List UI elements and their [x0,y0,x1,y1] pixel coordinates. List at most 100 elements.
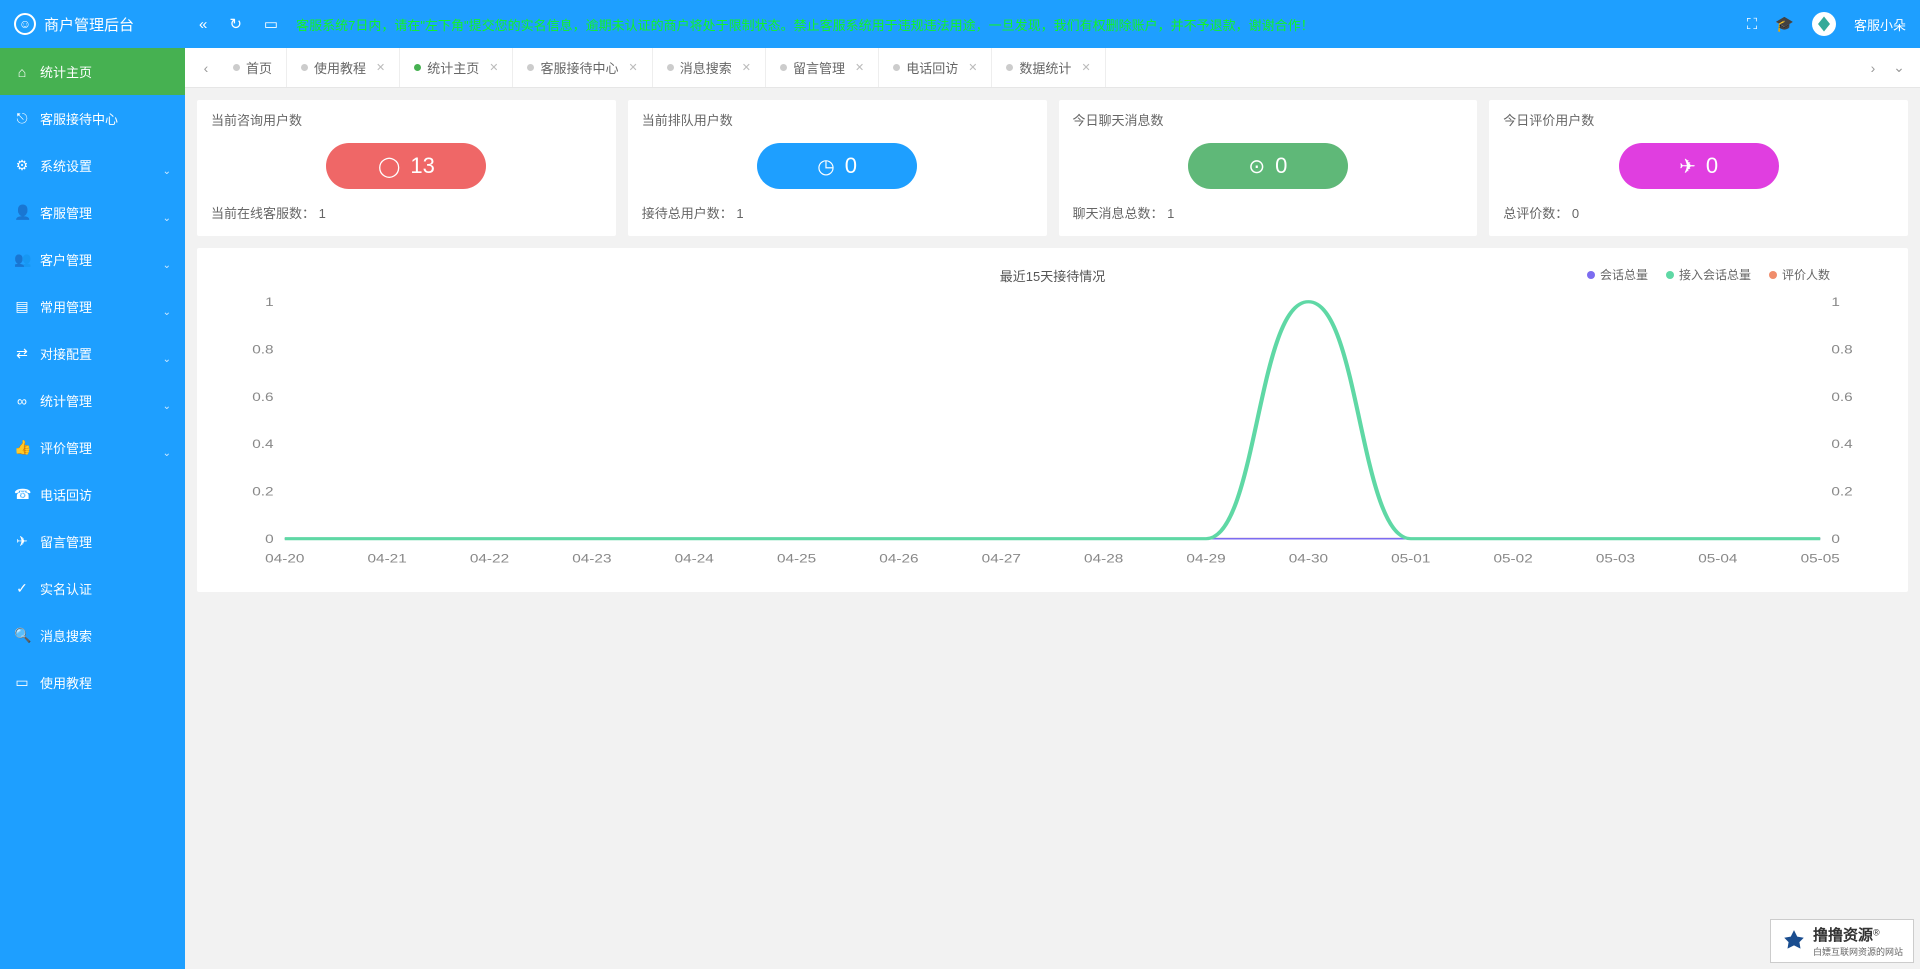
legend-item-2[interactable]: 评价人数 [1769,266,1830,283]
close-icon[interactable]: ✕ [629,61,638,74]
svg-text:04-24: 04-24 [675,552,715,565]
tab-4[interactable]: 消息搜索 ✕ [653,48,766,87]
collapse-icon[interactable]: « [199,16,207,33]
sidebar-item-1[interactable]: ⎋ 客服接待中心 [0,95,185,142]
nav-icon: 👥 [14,251,30,268]
help-icon[interactable]: 🎓 [1775,15,1794,33]
sidebar-item-11[interactable]: ✓ 实名认证 [0,565,185,612]
stat-card-3: 今日评价用户数 ✈ 0 总评价数： 0 [1489,100,1908,236]
nav-label: 评价管理 [40,438,92,457]
legend-dot-icon [1666,271,1674,279]
tab-dot-icon [414,64,421,71]
nav-label: 统计主页 [40,62,92,81]
tab-next-icon[interactable]: › [1860,60,1886,76]
card-title: 今日评价用户数 [1503,110,1894,129]
close-icon[interactable]: ✕ [489,61,498,74]
tab-7[interactable]: 数据统计 ✕ [992,48,1105,87]
card-value: 0 [845,153,857,179]
watermark: 撸撸资源® 白嫖互联网资源的网站 [1770,919,1914,963]
tab-2[interactable]: 统计主页 ✕ [400,48,513,87]
nav-icon: ⇄ [14,345,30,362]
stat-cards: 当前咨询用户数 ◯ 13 当前在线客服数： 1当前排队用户数 ◷ 0 接待总用户… [197,100,1908,236]
svg-text:0.8: 0.8 [252,343,274,356]
svg-text:0.6: 0.6 [1831,390,1853,403]
legend-item-1[interactable]: 接入会话总量 [1666,266,1751,283]
svg-text:05-05: 05-05 [1801,552,1841,565]
watermark-sub: 白嫖互联网资源的网站 [1813,947,1903,957]
tab-0[interactable]: 首页 [219,48,287,87]
username[interactable]: 客服小朵 [1854,15,1906,34]
svg-text:04-23: 04-23 [572,552,612,565]
svg-text:0.8: 0.8 [1831,343,1853,356]
svg-text:04-29: 04-29 [1186,552,1225,565]
tab-label: 客服接待中心 [540,58,618,77]
tab-label: 数据统计 [1019,58,1071,77]
close-icon[interactable]: ✕ [968,61,977,74]
tab-prev-icon[interactable]: ‹ [193,60,219,76]
avatar[interactable] [1812,12,1836,36]
close-icon[interactable]: ✕ [855,61,864,74]
chevron-down-icon: ⌄ [163,307,171,318]
tab-6[interactable]: 电话回访 ✕ [879,48,992,87]
svg-text:05-04: 05-04 [1698,552,1738,565]
tab-dot-icon [667,64,674,71]
nav-label: 系统设置 [40,156,92,175]
card-value: 0 [1706,153,1718,179]
close-icon[interactable]: ✕ [376,61,385,74]
sidebar-item-12[interactable]: 🔍 消息搜索 [0,612,185,659]
legend-label: 接入会话总量 [1679,266,1751,283]
legend-dot-icon [1587,271,1595,279]
legend-item-0[interactable]: 会话总量 [1587,266,1648,283]
fullscreen-icon[interactable]: ⛶ [1747,16,1758,33]
close-icon[interactable]: ✕ [1081,61,1090,74]
sidebar-item-9[interactable]: ☎ 电话回访 [0,471,185,518]
sidebar-item-7[interactable]: ∞ 统计管理 ⌄ [0,377,185,424]
chevron-down-icon: ⌄ [163,354,171,365]
svg-text:04-22: 04-22 [470,552,509,565]
stat-card-1: 当前排队用户数 ◷ 0 接待总用户数： 1 [628,100,1047,236]
watermark-logo-icon [1781,928,1807,954]
sidebar-item-6[interactable]: ⇄ 对接配置 ⌄ [0,330,185,377]
mobile-icon[interactable]: ▭ [264,15,278,33]
tab-dot-icon [893,64,900,71]
svg-text:04-21: 04-21 [368,552,407,565]
sidebar-item-0[interactable]: ⌂ 统计主页 [0,48,185,95]
tab-dot-icon [780,64,787,71]
nav-label: 对接配置 [40,344,92,363]
sidebar-item-5[interactable]: ▤ 常用管理 ⌄ [0,283,185,330]
card-pill: ◯ 13 [326,143,486,189]
refresh-icon[interactable]: ↻ [229,15,242,33]
tab-5[interactable]: 留言管理 ✕ [766,48,879,87]
legend-dot-icon [1769,271,1777,279]
sidebar-item-13[interactable]: ▭ 使用教程 [0,659,185,706]
tab-dot-icon [527,64,534,71]
chevron-down-icon: ⌄ [163,213,171,224]
nav-icon: ☎ [14,486,30,503]
card-icon: ◷ [817,154,834,179]
sidebar-item-2[interactable]: ⚙ 系统设置 ⌄ [0,142,185,189]
tab-label: 留言管理 [793,58,845,77]
legend-label: 会话总量 [1600,266,1648,283]
logo: ☺ 商户管理后台 [0,0,185,48]
card-pill: ✈ 0 [1619,143,1779,189]
tab-1[interactable]: 使用教程 ✕ [287,48,400,87]
nav-label: 电话回访 [40,485,92,504]
tab-3[interactable]: 客服接待中心 ✕ [513,48,652,87]
card-value: 0 [1275,153,1287,179]
card-value: 13 [410,153,434,179]
tab-menu-icon[interactable]: ⌄ [1886,59,1912,76]
svg-text:0.6: 0.6 [252,390,274,403]
sidebar-item-10[interactable]: ✈ 留言管理 [0,518,185,565]
nav-icon: 🔍 [14,627,30,644]
sidebar-item-4[interactable]: 👥 客户管理 ⌄ [0,236,185,283]
card-title: 今日聊天消息数 [1073,110,1464,129]
sidebar-item-3[interactable]: 👤 客服管理 ⌄ [0,189,185,236]
close-icon[interactable]: ✕ [742,61,751,74]
svg-text:05-03: 05-03 [1596,552,1636,565]
sidebar-item-8[interactable]: 👍 评价管理 ⌄ [0,424,185,471]
tab-dot-icon [233,64,240,71]
tab-label: 首页 [246,58,272,77]
nav-icon: ∞ [14,393,30,409]
svg-text:0: 0 [265,533,274,546]
tab-dot-icon [301,64,308,71]
